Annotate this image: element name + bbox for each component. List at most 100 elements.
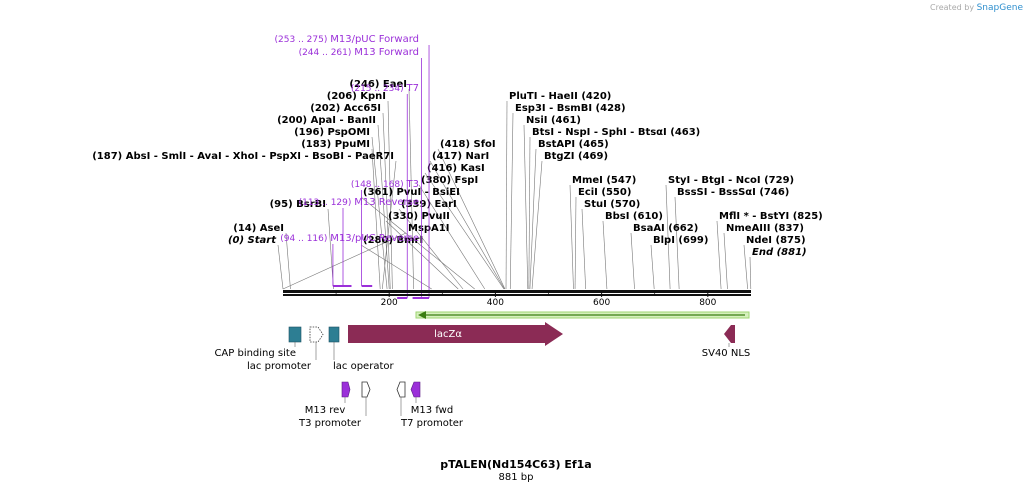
enzyme-site-label[interactable]: NdeI (875) [746, 235, 806, 246]
enzyme-site-label[interactable]: PluTI - HaeII (420) [509, 91, 611, 102]
enzyme-site-label[interactable]: (0) Start [228, 235, 277, 246]
enzyme-site-label[interactable]: (183) PpuMI [301, 139, 370, 150]
enzyme-site-label[interactable]: (330) PvuII [388, 211, 450, 222]
enzyme-site-label[interactable]: NsiI (461) [526, 115, 581, 126]
enzyme-site-label[interactable]: (418) SfoI [440, 139, 496, 150]
sequence-length: 881 bp [499, 472, 534, 483]
primer-name: M13/pUC Forward [330, 34, 419, 45]
enzyme-site-label[interactable]: BlpI (699) [653, 235, 708, 246]
t3-promoter-feature[interactable] [361, 381, 371, 398]
enzyme-cut-line [277, 244, 284, 290]
enzyme-site-label[interactable]: BsaAI (662) [633, 223, 698, 234]
primer-range: (215 .. 234) [351, 84, 407, 94]
enzyme-cut-line [723, 232, 728, 290]
sequence-backbone-reverse [283, 294, 751, 296]
enzyme-cut-line [437, 148, 506, 290]
enzyme-site-label[interactable]: (202) Acc65I [310, 103, 381, 114]
enzyme-site-label[interactable]: (187) AbsI - SmlI - AvaI - XhoI - PspXI … [92, 151, 394, 162]
enzyme-site-label[interactable]: (200) ApaI - BanII [277, 115, 376, 126]
lac-operator-label: lac operator [333, 361, 394, 372]
enzyme-cut-line [674, 196, 680, 290]
enzyme-site-label[interactable]: BssSI - BssSαI (746) [677, 187, 789, 198]
axis-tick-label: 200 [381, 298, 398, 308]
enzyme-site-label[interactable]: (196) PspOMI [294, 127, 370, 138]
t3-promoter-label: T3 promoter [298, 418, 362, 429]
enzyme-cut-line [285, 232, 291, 290]
primer-name: M13/pUC Reverse [330, 233, 419, 244]
enzyme-site-label[interactable]: (280) BmrI [363, 235, 423, 246]
sv40-nls-feature[interactable] [724, 325, 735, 343]
sequence-title: pTALEN(Nd154C63) Ef1a [440, 458, 591, 471]
primer-label[interactable]: (253 .. 275) M13/pUC Forward [275, 34, 419, 45]
enzyme-site-label[interactable]: EciI (550) [578, 187, 631, 198]
enzyme-cut-line [360, 244, 432, 290]
m13-fwd-feature[interactable] [410, 381, 421, 398]
enzyme-site-label[interactable]: (361) PvuI - BsiEI [363, 187, 460, 198]
enzyme-cut-line [749, 256, 752, 290]
sv40-nls-label: SV40 NLS [702, 348, 751, 359]
enzyme-site-label[interactable]: (206) KpnI [327, 91, 386, 102]
lacZa-feature[interactable] [348, 322, 563, 346]
enzyme-cut-line [630, 232, 635, 290]
enzyme-site-label[interactable]: MflI * - BstYI (825) [719, 211, 823, 222]
axis-tick-label: 600 [593, 298, 610, 308]
snapgene-watermark: Created by SnapGene [930, 3, 1023, 13]
lac-promoter-feature[interactable] [309, 326, 324, 343]
enzyme-cut-line [569, 184, 574, 290]
enzyme-cut-line [581, 208, 586, 290]
t7-promoter-feature[interactable] [396, 381, 406, 398]
enzyme-cut-line [418, 184, 486, 290]
primer-name: M13 Forward [354, 47, 419, 58]
enzyme-cut-line [531, 160, 543, 290]
primer-label[interactable]: (148 .. 168) T3 [351, 179, 419, 190]
enzyme-cut-line [387, 100, 393, 290]
lac-operator-feature[interactable] [328, 326, 340, 343]
enzyme-cut-line [505, 100, 508, 290]
cap-binding-site-label: CAP binding site [214, 348, 296, 359]
m13-rev-feature[interactable] [341, 381, 351, 398]
enzyme-cut-line [509, 112, 514, 290]
primer-label[interactable]: (215 .. 234) T7 [351, 83, 419, 94]
enzyme-cut-line [382, 112, 391, 290]
enzyme-cut-line [408, 88, 414, 290]
enzyme-site-label[interactable]: (246) EaeI [349, 79, 407, 90]
t7-promoter-label: T7 promoter [400, 418, 464, 429]
enzyme-cut-line [650, 244, 655, 290]
enzyme-cut-line [381, 160, 397, 290]
enzyme-site-label[interactable]: BtsI - NspI - SphI - BtsαI (463) [532, 127, 700, 138]
enzyme-cut-line [574, 196, 577, 290]
enzyme-cut-line [371, 148, 381, 290]
primer-label[interactable]: (94 .. 116) M13/pUC Reverse [280, 233, 419, 244]
enzyme-cut-line [523, 124, 529, 290]
enzyme-site-label[interactable]: StuI (570) [584, 199, 640, 210]
primer-name: T7 [406, 83, 419, 94]
enzyme-site-label[interactable]: (380) FspI [421, 175, 478, 186]
enzyme-site-label[interactable]: BtgZI (469) [544, 151, 608, 162]
m13-rev-label: M13 rev [305, 405, 346, 416]
enzyme-site-label[interactable]: BbsI (610) [605, 211, 663, 222]
lacZa-label: lacZα [434, 329, 462, 340]
enzyme-cut-line [602, 220, 608, 290]
primer-name: T3 [406, 179, 419, 190]
enzyme-cut-line [665, 184, 671, 290]
enzyme-site-label[interactable]: (416) KasI [427, 163, 485, 174]
enzyme-site-label[interactable]: BstAPI (465) [538, 139, 609, 150]
cap-binding-site-feature[interactable] [288, 326, 302, 343]
primer-label[interactable]: (113 .. 129) M13 Reverse [299, 197, 419, 208]
enzyme-site-label[interactable]: MmeI (547) [572, 175, 636, 186]
enzyme-cut-line [371, 136, 388, 290]
enzyme-site-label[interactable]: NmeAIII (837) [726, 223, 804, 234]
enzyme-site-label[interactable]: End (881) [752, 247, 807, 258]
enzyme-site-label[interactable]: StyI - BtgI - NcoI (729) [668, 175, 794, 186]
enzyme-site-label[interactable]: (95) BsrBI [270, 199, 326, 210]
watermark-brand: SnapGene [976, 3, 1023, 13]
primer-label[interactable]: (244 .. 261) M13 Forward [299, 47, 419, 58]
enzyme-site-label[interactable]: Esp3I - BsmBI (428) [515, 103, 626, 114]
enzyme-site-label[interactable]: (417) NarI [432, 151, 489, 162]
primer-range: (148 .. 168) [351, 180, 407, 190]
primer-range: (244 .. 261) [299, 48, 355, 58]
enzyme-cut-line [529, 148, 537, 290]
primer-name: M13 Reverse [354, 197, 419, 208]
enzyme-site-label[interactable]: (14) AseI [233, 223, 284, 234]
watermark-prefix: Created by [930, 3, 975, 12]
